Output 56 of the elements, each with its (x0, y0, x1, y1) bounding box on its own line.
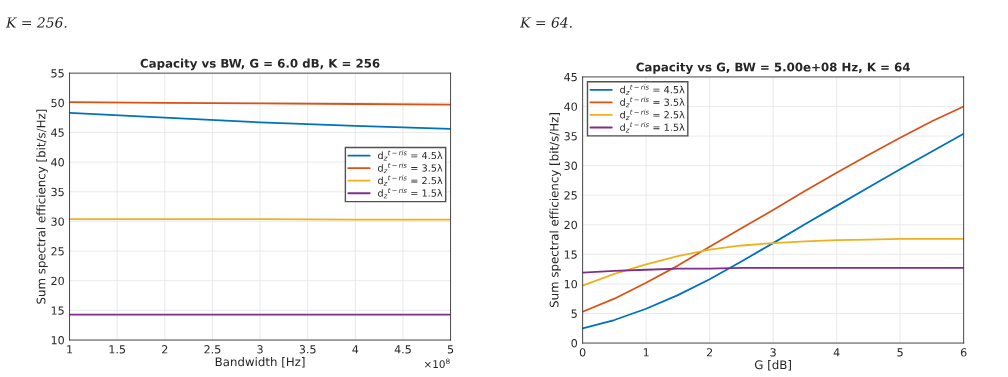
y-tick-label: 0 (571, 339, 578, 348)
line-series (69, 111, 451, 130)
x-tick-label: 6 (960, 348, 967, 357)
x-tick-label: 1.5 (109, 345, 126, 354)
y-tick-label: 35 (51, 187, 64, 197)
chart-title: Capacity vs G, BW = 5.00e+08 Hz, K = 64 (636, 62, 910, 74)
x-tick-label: 3 (257, 345, 263, 354)
y-tick-label: 30 (51, 217, 64, 226)
y-tick-label: 20 (564, 220, 578, 230)
x-axis-title: G [dB] (754, 360, 791, 371)
x-axis-title: Bandwidth [Hz] (215, 357, 305, 368)
y-tick-label: 50 (51, 98, 64, 108)
y-tick-label: 40 (564, 102, 578, 111)
x-tick-label: 3 (770, 348, 776, 357)
x-tick-label: 5 (447, 345, 454, 354)
x-tick-label: 0 (579, 348, 586, 357)
x-tick-label: 4.5 (394, 345, 411, 354)
y-axis-title: Sum spectral efficiency [bit/s/Hz] (36, 109, 48, 304)
legend-label: d$_{z}$$^{t−ris}$ = 4.5λ (620, 84, 685, 95)
x-tick-label: 4 (833, 348, 840, 357)
x-tick-label: 1 (67, 345, 73, 354)
y-tick-label: 10 (564, 279, 578, 289)
x-tick-label: 5 (897, 348, 903, 357)
y-tick-label: 55 (51, 69, 64, 78)
x-tick-label: 2 (162, 345, 168, 354)
line-series (582, 132, 964, 330)
legend-label: d$_{z}$$^{t−ris}$ = 1.5λ (378, 187, 443, 199)
line-series (582, 238, 964, 287)
legend-label: d$_{z}$$^{t−ris}$ = 3.5λ (378, 162, 443, 174)
y-tick-label: 15 (564, 250, 577, 259)
y-tick-label: 30 (564, 161, 578, 171)
x-tick-label: 1 (643, 348, 649, 357)
x-tick-label: 3.5 (299, 345, 316, 354)
y-tick-label: 45 (51, 128, 64, 137)
y-tick-label: 10 (51, 336, 64, 345)
y-tick-label: 20 (51, 276, 64, 286)
chart-title: Capacity vs BW, G = 6.0 dB, K = 256 (140, 58, 380, 71)
legend-label: d$_{z}$$^{t−ris}$ = 2.5λ (620, 109, 685, 120)
text: K = 64. (519, 17, 572, 28)
y-tick-label: 25 (564, 191, 577, 200)
y-tick-label: 45 (564, 73, 577, 82)
y-tick-label: 15 (51, 306, 64, 315)
y-tick-label: 25 (51, 247, 64, 256)
y-axis-title: Sum spectral efficiency [bit/s/Hz] (549, 113, 561, 308)
legend-label: d$_{z}$$^{t−ris}$ = 3.5λ (620, 96, 685, 108)
y-tick-label: 40 (51, 158, 64, 167)
x-tick-label: 2 (706, 348, 713, 357)
y-tick-label: 5 (571, 309, 577, 318)
y-tick-label: 35 (564, 132, 577, 141)
text: ×10$^{8}$ (424, 358, 450, 369)
text: K = 256. (5, 17, 67, 28)
legend-label: d$_{z}$$^{t−ris}$ = 1.5λ (620, 121, 685, 133)
legend-label: d$_{z}$$^{t−ris}$ = 2.5λ (378, 175, 443, 186)
legend-label: d$_{z}$$^{t−ris}$ = 4.5λ (378, 150, 443, 161)
x-tick-label: 4 (352, 345, 359, 354)
x-tick-label: 2.5 (204, 345, 221, 354)
